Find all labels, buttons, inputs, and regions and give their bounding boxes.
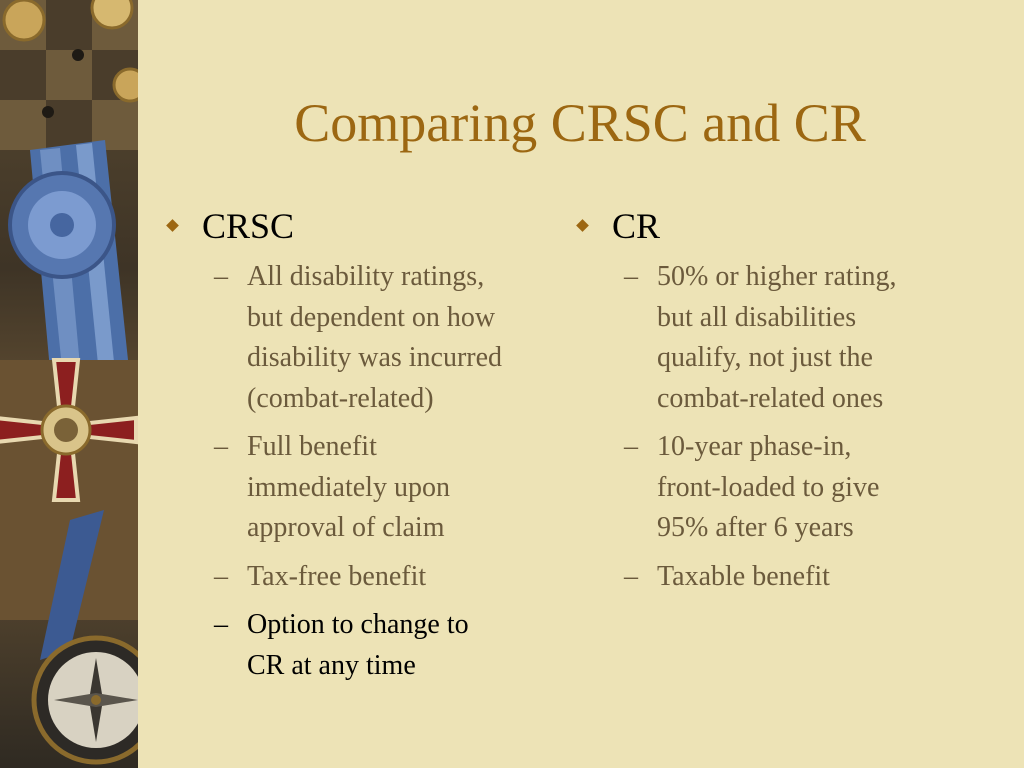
crsc-heading: CRSC bbox=[202, 206, 295, 246]
list-item-text: 50% or higher rating, but all disabiliti… bbox=[657, 261, 897, 414]
list-item: – Taxable benefit bbox=[578, 557, 978, 598]
list-item: – Tax-free benefit bbox=[168, 557, 568, 598]
dash: – bbox=[624, 560, 638, 592]
crsc-heading-row: CRSC bbox=[166, 205, 568, 253]
diamond-bullet-icon bbox=[576, 219, 589, 232]
list-item-text: Option to change to CR at any time bbox=[247, 609, 469, 681]
list-item: – Full benefit immediately upon approval… bbox=[168, 427, 568, 549]
dash: – bbox=[214, 609, 228, 640]
crsc-list: – All disability ratings, but dependent … bbox=[168, 257, 568, 686]
list-item: – 50% or higher rating, but all disabili… bbox=[578, 257, 978, 419]
list-item-text: All disability ratings, but dependent on… bbox=[247, 261, 503, 414]
list-item-text: Taxable benefit bbox=[657, 560, 830, 592]
decorative-art bbox=[0, 0, 138, 765]
list-item: – Option to change to CR at any time bbox=[168, 605, 568, 686]
list-item-text: 10-year phase-in, front-loaded to give 9… bbox=[657, 431, 880, 543]
dash: – bbox=[214, 261, 228, 292]
dash: – bbox=[214, 560, 228, 592]
cr-column: CR – 50% or higher rating, but all disab… bbox=[576, 205, 978, 605]
slide-title: Comparing CRSC and CR bbox=[294, 93, 866, 153]
dash: – bbox=[624, 431, 638, 462]
medal-illustration bbox=[0, 0, 138, 768]
diamond-bullet-icon bbox=[166, 219, 179, 232]
list-item-text: Tax-free benefit bbox=[247, 560, 427, 592]
list-item-text: Full benefit immediately upon approval o… bbox=[247, 431, 450, 543]
compass-illustration bbox=[31, 635, 138, 765]
cr-heading: CR bbox=[612, 206, 661, 246]
cr-list: – 50% or higher rating, but all disabili… bbox=[578, 257, 978, 597]
cr-heading-row: CR bbox=[576, 205, 978, 253]
list-item: – 10-year phase-in, front-loaded to give… bbox=[578, 427, 978, 549]
crsc-column: CRSC – All disability ratings, but depen… bbox=[166, 205, 568, 694]
dash: – bbox=[624, 261, 638, 292]
dash: – bbox=[214, 431, 228, 462]
list-item: – All disability ratings, but dependent … bbox=[168, 257, 568, 419]
